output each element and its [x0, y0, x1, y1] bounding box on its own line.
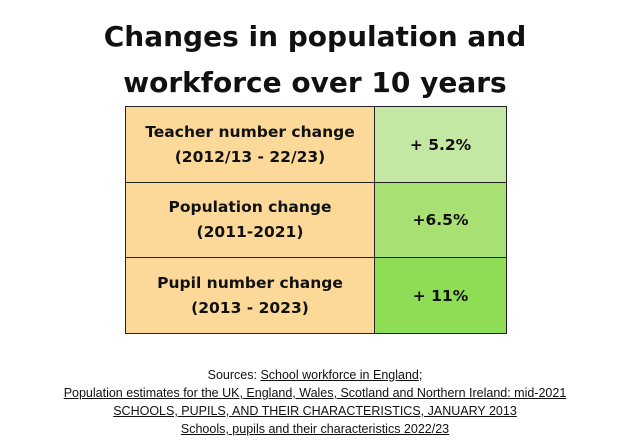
table-row-teacher: Teacher number change (2012/13 - 22/23) … [125, 106, 507, 183]
sources-line-2: Population estimates for the UK, England… [0, 384, 630, 402]
sources-separator: ; [418, 368, 423, 382]
table-row-pupil: Pupil number change (2013 - 2023) + 11% [125, 257, 507, 334]
table-row-population: Population change (2011-2021) +6.5% [125, 182, 507, 258]
source-link-schools-2022-23[interactable]: Schools, pupils and their characteristic… [180, 422, 450, 436]
label-cell-pupil: Pupil number change (2013 - 2023) [125, 257, 375, 334]
comparison-table: Teacher number change (2012/13 - 22/23) … [125, 106, 507, 334]
row-label: Population change [168, 198, 332, 216]
sources-line-1: Sources: School workforce in England; [0, 366, 630, 384]
value-cell-teacher: + 5.2% [374, 106, 507, 183]
value-cell-pupil: + 11% [374, 257, 507, 334]
page-title: Changes in population and workforce over… [0, 14, 630, 106]
source-link-schools-2013[interactable]: SCHOOLS, PUPILS, AND THEIR CHARACTERISTI… [113, 404, 517, 418]
source-link-school-workforce[interactable]: School workforce in England [260, 368, 419, 382]
label-cell-teacher: Teacher number change (2012/13 - 22/23) [125, 106, 375, 183]
label-cell-population: Population change (2011-2021) [125, 182, 375, 258]
sources-prefix: Sources: [207, 368, 261, 382]
title-line-1: Changes in population and [103, 20, 527, 53]
row-label: Teacher number change [145, 122, 355, 141]
value-cell-population: +6.5% [374, 182, 507, 258]
title-line-2: workforce over 10 years [123, 66, 507, 99]
source-link-population-estimates[interactable]: Population estimates for the UK, England… [63, 386, 567, 400]
row-period: (2011-2021) [196, 223, 304, 241]
sources-line-4: Schools, pupils and their characteristic… [0, 420, 630, 438]
sources-block: Sources: School workforce in England; Po… [0, 366, 630, 438]
row-period: (2013 - 2023) [191, 298, 309, 317]
sources-line-3: SCHOOLS, PUPILS, AND THEIR CHARACTERISTI… [0, 402, 630, 420]
row-period: (2012/13 - 22/23) [174, 147, 326, 166]
row-label: Pupil number change [157, 273, 343, 292]
